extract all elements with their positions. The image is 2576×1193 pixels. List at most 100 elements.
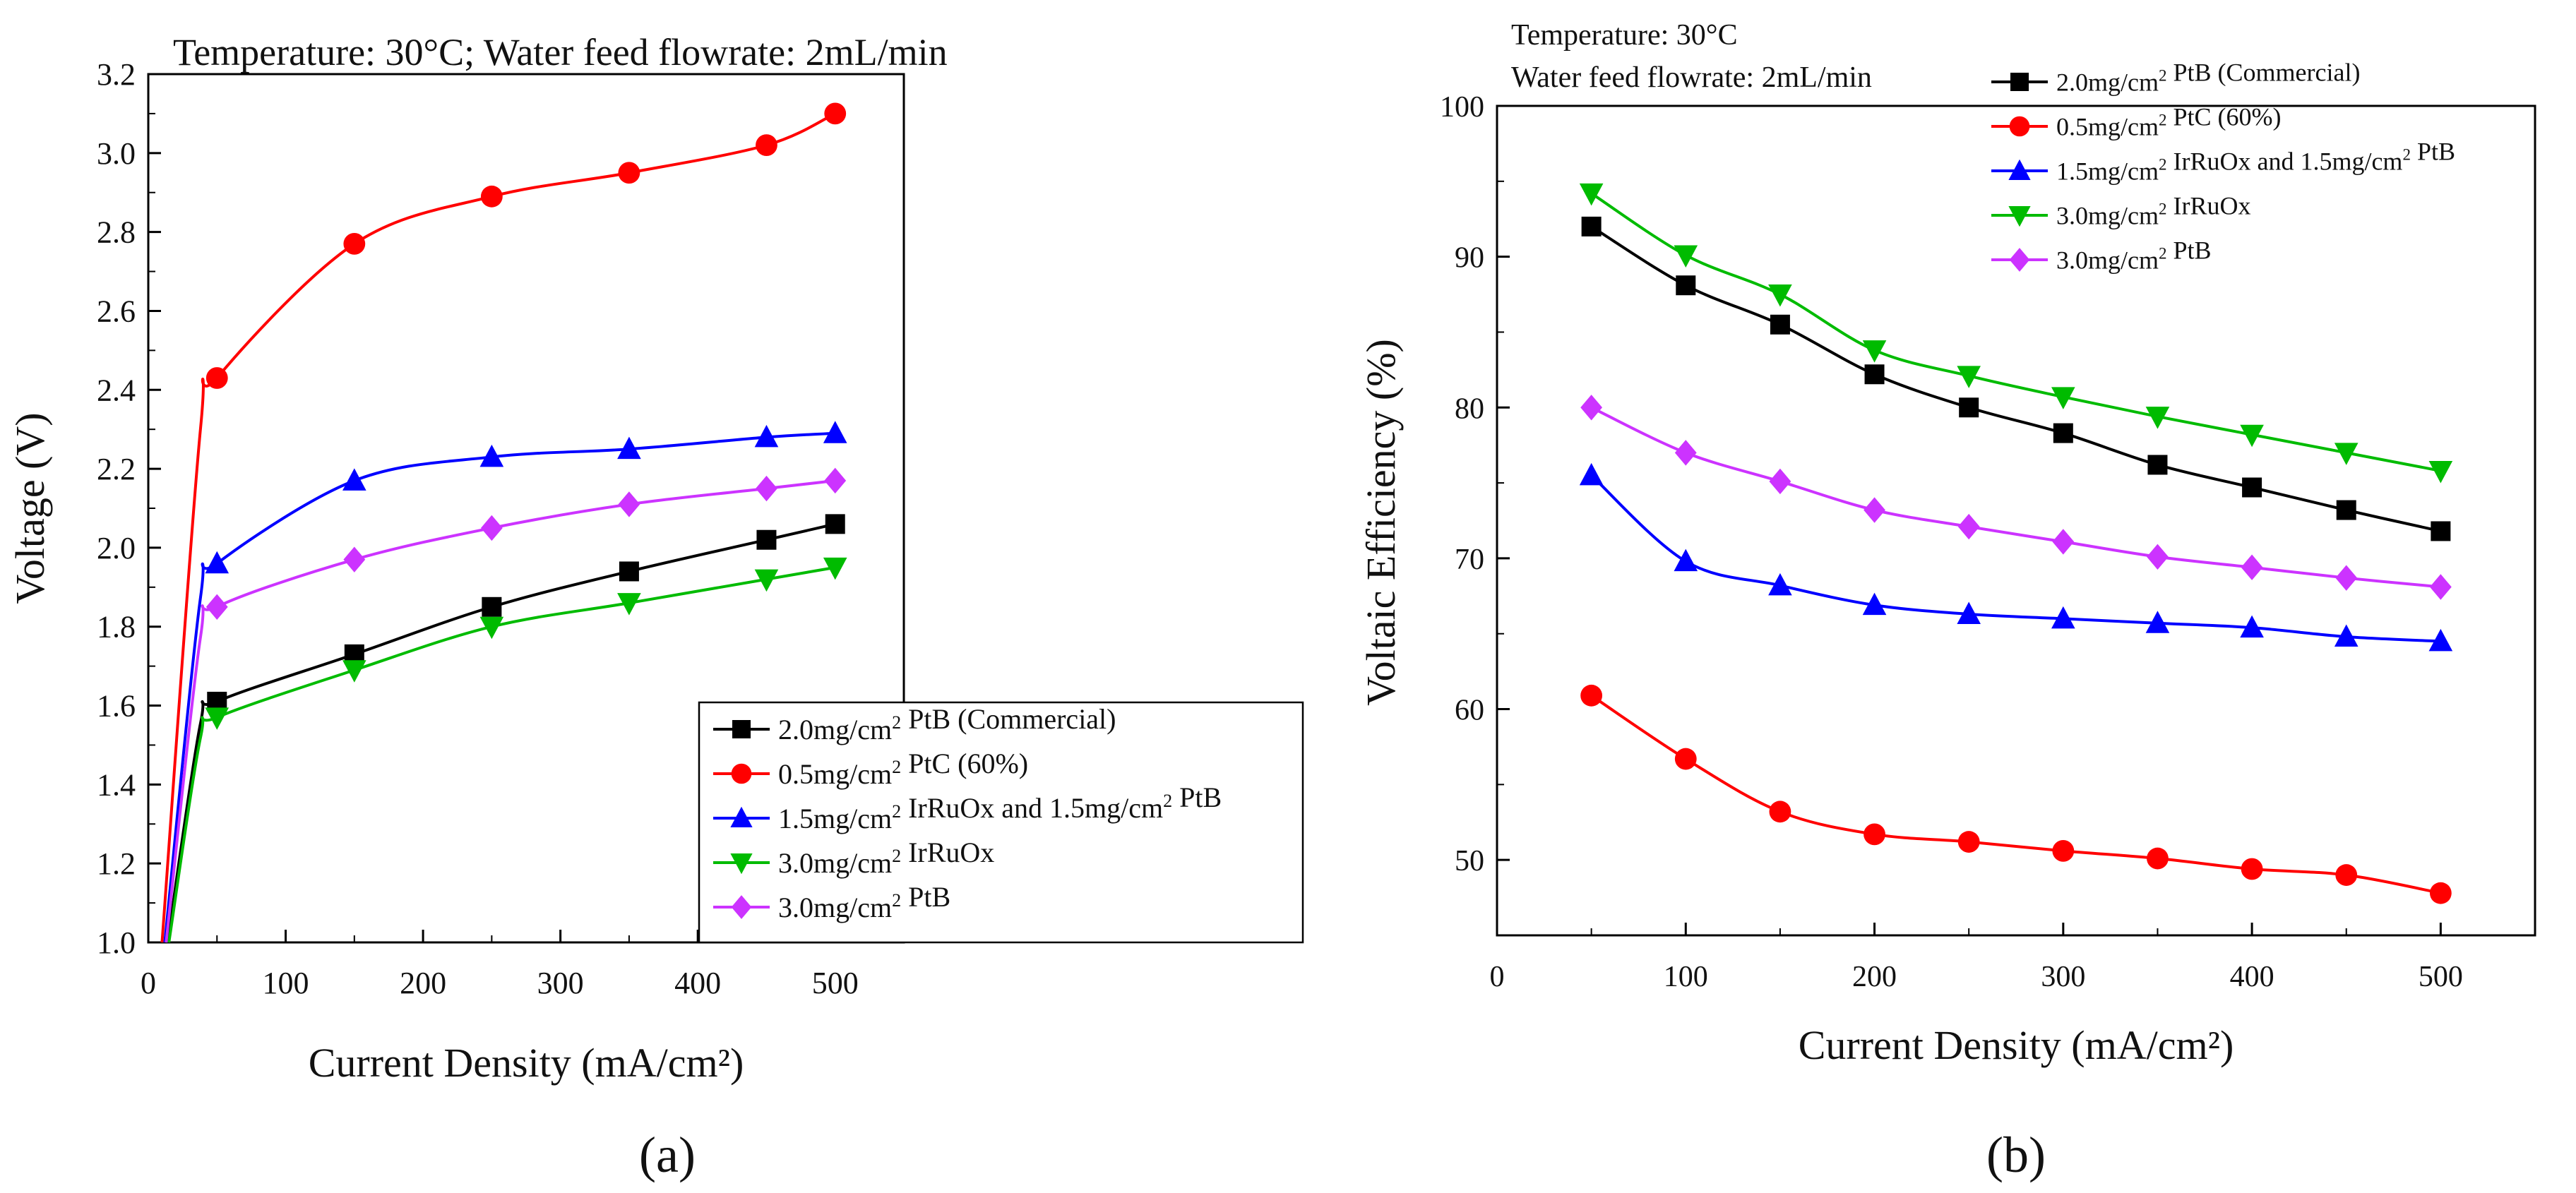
- series: [160, 102, 847, 943]
- legend-label: 1.5mg/cm2 IrRuOx and 1.5mg/cm2 PtB: [778, 781, 1222, 834]
- x-tick-label: 300: [537, 966, 584, 1000]
- y-tick-label: 1.4: [97, 767, 136, 802]
- data-point: [824, 467, 847, 494]
- legend-marker: [730, 806, 753, 827]
- data-point: [1581, 216, 1602, 236]
- data-point: [479, 616, 504, 640]
- legend-label: 2.0mg/cm2 PtB (Commercial): [778, 703, 1116, 745]
- data-point: [2053, 423, 2073, 443]
- data-point: [756, 529, 777, 550]
- data-point: [2429, 574, 2452, 600]
- data-point: [342, 468, 366, 491]
- chart-annotation: Temperature: 30°C; Water feed flowrate: …: [173, 31, 948, 73]
- data-point: [205, 551, 229, 574]
- data-point: [2334, 443, 2359, 465]
- data-point: [1769, 801, 1791, 823]
- data-point: [823, 421, 847, 443]
- data-point: [2240, 424, 2264, 448]
- data-point: [205, 707, 229, 730]
- data-point: [1674, 440, 1697, 466]
- y-tick-label: 2.4: [97, 373, 136, 407]
- series-layer: [160, 102, 847, 943]
- series-line: [160, 112, 836, 943]
- data-point: [1957, 601, 1981, 624]
- data-point: [2335, 864, 2358, 886]
- series-line: [1590, 406, 2441, 589]
- data-point: [2051, 387, 2075, 409]
- series: [163, 421, 847, 943]
- data-point: [1770, 314, 1790, 335]
- legend-marker: [732, 720, 751, 738]
- data-point: [1864, 497, 1885, 523]
- x-tick-label: 400: [674, 966, 721, 1000]
- legend-marker: [731, 895, 752, 919]
- data-point: [618, 162, 640, 184]
- y-tick-label: 60: [1455, 695, 1484, 727]
- y-tick-label: 2.6: [97, 294, 136, 328]
- y-tick-label: 80: [1455, 392, 1484, 425]
- legend-label: 3.0mg/cm2 PtB: [2056, 236, 2212, 275]
- x-tick-label: 0: [1490, 961, 1505, 993]
- series-line: [1590, 225, 2441, 533]
- y-tick-label: 2.2: [97, 452, 136, 486]
- series: [167, 557, 847, 943]
- data-point: [2145, 611, 2170, 633]
- legend-label: 2.0mg/cm2 PtB (Commercial): [2056, 59, 2360, 97]
- series-line: [167, 565, 836, 943]
- data-point: [2147, 544, 2169, 570]
- legend-marker: [2009, 248, 2030, 272]
- legend-label: 3.0mg/cm2 IrRuOx: [2056, 192, 2250, 230]
- plot-area-frame: [1496, 104, 2536, 937]
- panel-caption-a: (a): [639, 1127, 696, 1183]
- data-point: [619, 561, 639, 582]
- data-point: [754, 569, 779, 592]
- chart-annotation-line-2: Water feed flowrate: 2mL/min: [1511, 61, 1872, 94]
- data-point: [2240, 615, 2264, 638]
- data-point: [2428, 628, 2453, 652]
- data-point: [480, 515, 503, 541]
- x-tick-label: 100: [1664, 961, 1708, 993]
- data-point: [343, 546, 366, 572]
- x-tick-label: 200: [400, 966, 446, 1000]
- y-axis-ticks: 50 60 70 80 90 100: [1440, 91, 1510, 877]
- data-point: [1768, 572, 1792, 596]
- y-tick-label: 2.0: [97, 531, 136, 565]
- legend-label: 3.0mg/cm2 PtB: [778, 881, 950, 923]
- data-point: [2052, 529, 2075, 555]
- data-point: [482, 596, 502, 617]
- data-point: [2052, 839, 2075, 862]
- legend-marker: [2010, 73, 2029, 91]
- y-tick-label: 1.6: [97, 689, 136, 724]
- data-point: [1579, 462, 1604, 486]
- data-point: [618, 491, 640, 517]
- x-tick-label: 500: [812, 966, 859, 1000]
- panel-a-voltage-chart: 1.0 1.2 1.4 1.6 1.8 2.0 2.2 2.4 2.6 2.8 3.0 3.2 0 10…: [7, 31, 1304, 1183]
- series: [165, 467, 847, 943]
- data-point: [2241, 858, 2263, 880]
- legend-marker: [730, 853, 753, 875]
- series-layer: [1579, 183, 2453, 904]
- y-tick-label: 3.2: [97, 57, 136, 92]
- data-point: [1676, 275, 1696, 296]
- data-point: [824, 102, 847, 125]
- legend: 2.0mg/cm2 PtB (Commercial)0.5mg/cm2 PtC …: [698, 701, 1304, 944]
- data-point: [342, 660, 366, 683]
- data-point: [1959, 397, 1979, 418]
- data-point: [343, 233, 366, 255]
- data-point: [2145, 407, 2170, 429]
- panel-caption-b: (b): [1986, 1127, 2046, 1183]
- data-point: [1862, 592, 1887, 616]
- y-tick-label: 1.8: [97, 610, 136, 645]
- y-tick-label: 3.0: [97, 136, 136, 171]
- data-point: [1580, 684, 1603, 707]
- data-point: [2335, 565, 2358, 591]
- series: [1579, 183, 2453, 484]
- legend-marker: [731, 763, 752, 784]
- data-point: [1674, 245, 1698, 268]
- data-point: [2147, 455, 2168, 475]
- legend-marker: [2008, 206, 2031, 227]
- series-line: [1590, 694, 2441, 895]
- legend-label: 3.0mg/cm2 IrRuOx: [778, 837, 994, 879]
- y-axis-label: Voltage (V): [7, 412, 53, 604]
